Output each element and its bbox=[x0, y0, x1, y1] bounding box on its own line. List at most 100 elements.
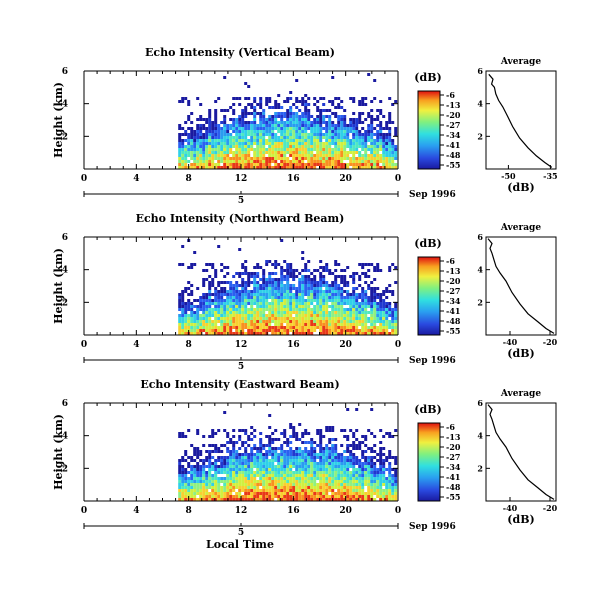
heatmap-cell bbox=[307, 323, 311, 326]
heatmap-cell bbox=[250, 320, 254, 323]
heatmap-cell bbox=[214, 468, 218, 471]
heatmap-cell bbox=[235, 151, 239, 154]
heatmap-cell bbox=[271, 115, 275, 118]
heatmap-cell bbox=[283, 133, 287, 136]
heatmap-cell bbox=[247, 462, 251, 465]
heatmap-cell bbox=[208, 275, 212, 278]
heatmap-cell bbox=[343, 275, 347, 278]
heatmap-cell bbox=[355, 471, 359, 474]
heatmap-cell bbox=[253, 474, 257, 477]
heatmap-cell bbox=[202, 127, 206, 130]
heatmap-cell bbox=[373, 320, 377, 323]
heatmap-cell bbox=[247, 456, 251, 459]
heatmap-cell bbox=[355, 127, 359, 130]
heatmap-cell bbox=[238, 299, 242, 302]
heatmap-cell bbox=[184, 145, 188, 148]
heatmap-cell bbox=[337, 145, 341, 148]
heatmap-cell bbox=[217, 160, 221, 163]
heatmap-cell bbox=[337, 453, 341, 456]
heatmap-cell bbox=[298, 456, 302, 459]
heatmap-cell bbox=[301, 474, 305, 477]
heatmap-cell bbox=[271, 329, 275, 332]
heatmap-cell bbox=[286, 329, 290, 332]
heatmap-cell bbox=[184, 133, 188, 136]
heatmap-cell bbox=[373, 157, 377, 160]
heatmap-cell bbox=[280, 296, 284, 299]
heatmap-cell bbox=[274, 160, 278, 163]
heatmap-cell bbox=[391, 468, 395, 471]
heatmap-cell bbox=[316, 124, 320, 127]
heatmap-cell bbox=[376, 483, 380, 486]
heatmap-cell bbox=[349, 480, 353, 483]
colorbar-tick-label: -13 bbox=[446, 100, 461, 110]
profile-y-tick-label: 2 bbox=[477, 463, 483, 473]
heatmap-cell bbox=[250, 332, 254, 335]
heatmap-cell bbox=[310, 290, 314, 293]
heatmap-cell bbox=[343, 115, 347, 118]
heatmap-cell bbox=[208, 299, 212, 302]
heatmap-cell bbox=[328, 498, 332, 501]
heatmap-cell bbox=[244, 453, 248, 456]
heatmap-cell bbox=[226, 495, 230, 498]
heatmap-cell bbox=[388, 115, 392, 118]
heatmap-cell bbox=[310, 284, 314, 287]
heatmap-cell bbox=[394, 151, 398, 154]
heatmap-cell bbox=[241, 157, 245, 160]
heatmap-cell bbox=[217, 142, 221, 145]
heatmap-cell bbox=[328, 166, 332, 169]
heatmap-cell bbox=[301, 127, 305, 130]
heatmap-cell bbox=[337, 293, 341, 296]
heatmap-cell bbox=[301, 281, 305, 284]
heatmap-cell bbox=[274, 151, 278, 154]
heatmap-cell bbox=[316, 290, 320, 293]
heatmap-cell bbox=[340, 124, 344, 127]
heatmap-cell bbox=[262, 308, 266, 311]
heatmap-cell bbox=[199, 154, 203, 157]
heatmap-cell bbox=[295, 121, 299, 124]
heatmap-cell bbox=[340, 121, 344, 124]
heatmap-cell bbox=[349, 118, 353, 121]
heatmap-cell bbox=[286, 272, 290, 275]
heatmap-cell bbox=[331, 148, 335, 151]
heatmap-cell bbox=[343, 296, 347, 299]
heatmap-cell bbox=[364, 136, 368, 139]
heatmap-cell bbox=[388, 471, 392, 474]
heatmap-cell bbox=[181, 474, 185, 477]
heatmap-cell bbox=[244, 160, 248, 163]
heatmap-cell bbox=[259, 438, 263, 441]
heatmap-cell bbox=[307, 112, 311, 115]
heatmap-cell bbox=[268, 97, 272, 100]
heatmap-cell bbox=[292, 118, 296, 121]
heatmap-cell bbox=[274, 133, 278, 136]
heatmap-cell bbox=[301, 139, 305, 142]
heatmap-cell bbox=[364, 154, 368, 157]
heatmap-cell bbox=[379, 100, 383, 103]
heatmap-cell bbox=[292, 435, 296, 438]
heatmap-cell bbox=[346, 314, 350, 317]
heatmap-cell bbox=[289, 293, 293, 296]
heatmap-cell bbox=[238, 130, 242, 133]
panel-1-group: Echo Intensity (Vertical Beam)0 4 8 12 16 20 0… bbox=[52, 46, 558, 206]
heatmap-cell bbox=[241, 326, 245, 329]
heatmap-cell bbox=[337, 483, 341, 486]
colorbar-tick-label: -34 bbox=[446, 296, 461, 306]
heatmap-cell bbox=[352, 148, 356, 151]
heatmap-cell bbox=[226, 447, 230, 450]
heatmap-cell bbox=[238, 139, 242, 142]
heatmap-cell bbox=[241, 124, 245, 127]
heatmap-cell bbox=[286, 112, 290, 115]
heatmap-cell bbox=[358, 136, 362, 139]
heatmap-cell bbox=[253, 293, 257, 296]
heatmap-cell bbox=[268, 272, 272, 275]
heatmap-cell bbox=[229, 332, 233, 335]
heatmap-cell bbox=[391, 290, 395, 293]
heatmap-cell bbox=[247, 281, 251, 284]
heatmap-cell bbox=[256, 136, 260, 139]
heatmap-cell bbox=[385, 157, 389, 160]
heatmap-cell bbox=[226, 148, 230, 151]
heatmap-cell bbox=[223, 166, 227, 169]
heatmap-cell bbox=[325, 139, 329, 142]
heatmap-cell bbox=[376, 492, 380, 495]
heatmap-cell bbox=[214, 112, 218, 115]
profile-y-tick-label: 6 bbox=[477, 66, 483, 76]
